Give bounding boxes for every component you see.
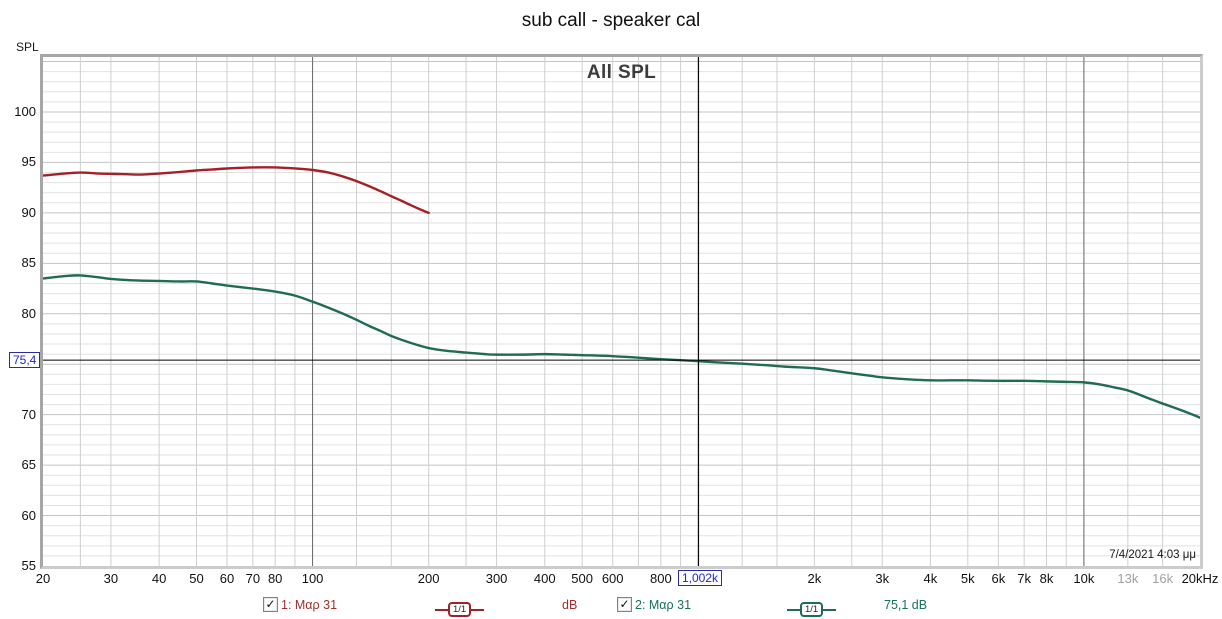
x-tick-label: 20kHz (1181, 571, 1219, 586)
page-title: sub call - speaker cal (521, 10, 701, 31)
trace-2-smoothing-badge[interactable]: 1/1 (787, 602, 837, 617)
plot-area[interactable] (40, 54, 1203, 569)
smoothing-1-1-badge: 1/1 (800, 602, 824, 617)
trace-1-checkbox[interactable]: ✓ (263, 597, 278, 612)
x-tick-label: 10k (1073, 571, 1095, 586)
trace-2-line-sample (823, 608, 837, 611)
x-tick-label: 800 (650, 571, 672, 586)
y-tick-label: 90 (21, 204, 36, 220)
x-tick-label: 200 (417, 571, 440, 586)
x-tick-label: 8k (1039, 571, 1054, 586)
y-tick-label: 85 (21, 255, 36, 271)
measurement-timestamp: 7/4/2021 4:03 μμ (1109, 549, 1196, 561)
x-tick-label: 40 (151, 571, 167, 586)
x-tick-label: 16k (1152, 571, 1174, 586)
x-tick-label: 20 (35, 571, 51, 586)
smoothing-1-1-badge: 1/1 (448, 602, 472, 617)
trace-2-cursor-value: 75,1 dB (884, 598, 928, 612)
x-tick-label: 5k (960, 571, 975, 586)
x-tick-label: 13k (1117, 571, 1139, 586)
x-tick-label: 2k (807, 571, 822, 586)
x-tick-label: 300 (485, 571, 508, 586)
trace-1-cursor-value: dB (562, 598, 578, 612)
y-tick-label: 60 (21, 507, 36, 523)
x-tick-label: 500 (571, 571, 593, 586)
x-tick-label: 80 (267, 571, 283, 586)
y-tick-label: 65 (21, 457, 36, 473)
x-tick-label: 400 (533, 571, 556, 586)
trace-2-label[interactable]: 2: Μαρ 31 (635, 598, 692, 612)
x-tick-label: 600 (601, 571, 624, 586)
x-tick-label: 30 (103, 571, 119, 586)
trace-2-line-sample (787, 608, 800, 611)
x-tick-label: 4k (923, 571, 938, 586)
trace-1-label[interactable]: 1: Μαρ 31 (281, 598, 338, 612)
trace-1-smoothing-badge[interactable]: 1/1 (435, 602, 485, 617)
cursor-level-readout[interactable]: 75,4 (9, 352, 41, 368)
cursor-frequency-readout[interactable]: 1,002k (678, 570, 723, 586)
x-tick-label: 50 (189, 571, 204, 586)
y-tick-label: 100 (14, 103, 36, 119)
y-axis-unit-label: SPL (16, 40, 39, 54)
x-tick-label: 60 (219, 571, 235, 586)
y-tick-label: 55 (21, 558, 36, 573)
y-tick-label: 80 (21, 305, 36, 321)
trace-2-checkbox[interactable]: ✓ (617, 597, 632, 612)
spl-chart-canvas[interactable] (43, 57, 1200, 566)
trace-1-line-sample (471, 608, 485, 611)
x-tick-label: 6k (991, 571, 1006, 586)
y-tick-label: 70 (21, 406, 36, 422)
x-tick-label: 3k (875, 571, 890, 586)
check-icon: ✓ (619, 596, 630, 611)
x-tick-label: 70 (245, 571, 261, 586)
trace-1-line-sample (435, 608, 448, 611)
x-tick-label: 100 (301, 571, 324, 586)
y-tick-label: 95 (21, 154, 36, 170)
x-tick-label: 7k (1017, 571, 1032, 586)
check-icon: ✓ (265, 596, 276, 611)
